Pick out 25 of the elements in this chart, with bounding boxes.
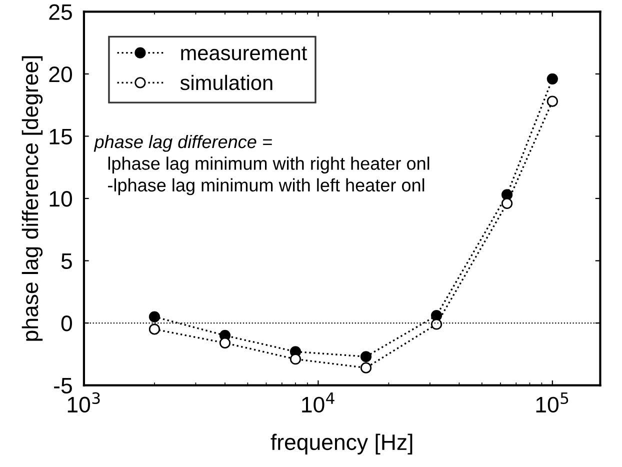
point <box>290 354 302 365</box>
annotation: -lphase lag minimum with left heater onl <box>108 178 424 196</box>
point <box>360 351 372 362</box>
point <box>148 324 160 335</box>
y-tick-label: 0 <box>61 316 72 332</box>
y-tick-label: 25 <box>49 4 72 20</box>
y-tick-label: 10 <box>50 191 72 207</box>
y-tick-label: 5 <box>61 254 72 270</box>
x-tick-label: 10$^{3}$ <box>68 392 100 413</box>
x-tick-label: 10$^{4}$ <box>302 392 334 413</box>
legend-label: measurement <box>181 46 308 60</box>
point <box>148 311 160 322</box>
annotation: phase lag difference = <box>94 134 272 152</box>
x-axis-title: frequency [Hz] <box>270 434 412 454</box>
y-tick-label: 15 <box>50 128 72 144</box>
point <box>360 362 372 374</box>
y-tick-label: 20 <box>49 66 72 82</box>
y-axis-title: phase lag difference [degree] <box>22 56 43 341</box>
point <box>501 198 513 210</box>
annotation: lphase lag minimum with right heater onl <box>108 156 430 174</box>
x-tick-label: 10$^{5}$ <box>536 392 568 413</box>
y-tick-label: -5 <box>54 378 72 394</box>
point <box>430 318 442 330</box>
legend-label: simulation <box>180 74 272 90</box>
point <box>219 337 231 348</box>
